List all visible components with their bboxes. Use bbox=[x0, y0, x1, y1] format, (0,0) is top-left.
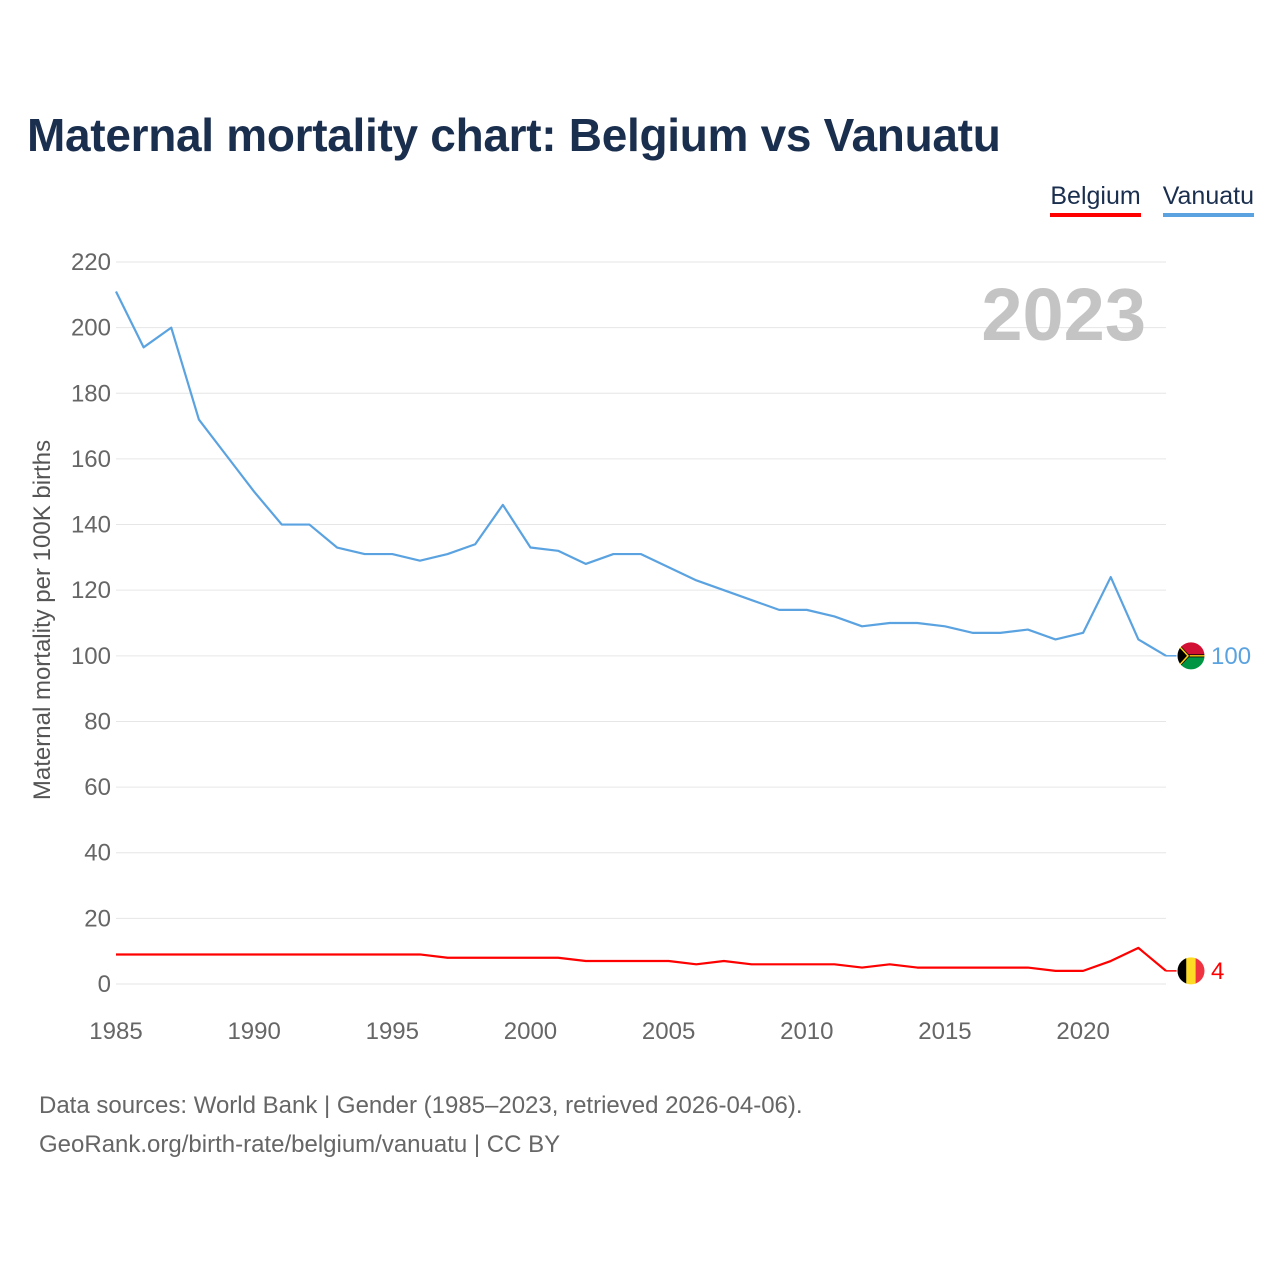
legend: Belgium Vanuatu bbox=[1050, 182, 1254, 217]
x-tick-label: 1995 bbox=[366, 1018, 419, 1045]
end-markers: 100 4 bbox=[1166, 641, 1251, 986]
flag-belgium-icon bbox=[1176, 956, 1206, 986]
x-tick-label: 1990 bbox=[227, 1018, 280, 1045]
y-axis-ticks: 0 20 40 60 80 100 120 140 160 180 200 220 bbox=[71, 249, 111, 998]
x-tick-label: 2015 bbox=[918, 1018, 971, 1045]
gridlines bbox=[116, 261, 1166, 985]
y-tick-label: 20 bbox=[84, 905, 111, 932]
x-tick-label: 2010 bbox=[780, 1018, 833, 1045]
y-tick-label: 100 bbox=[71, 643, 111, 670]
y-tick-label: 80 bbox=[84, 708, 111, 735]
footer: Data sources: World Bank | Gender (1985–… bbox=[39, 1086, 803, 1164]
y-tick-label: 40 bbox=[84, 840, 111, 867]
x-tick-label: 1985 bbox=[89, 1018, 142, 1045]
x-tick-label: 2005 bbox=[642, 1018, 695, 1045]
y-tick-label: 180 bbox=[71, 380, 111, 407]
attribution[interactable]: GeoRank.org/birth-rate/belgium/vanuatu |… bbox=[39, 1131, 561, 1158]
y-tick-label: 200 bbox=[71, 315, 111, 342]
y-tick-label: 0 bbox=[98, 971, 111, 998]
y-tick-label: 60 bbox=[84, 774, 111, 801]
y-axis-label: Maternal mortality per 100K births bbox=[29, 440, 56, 800]
y-tick-label: 120 bbox=[71, 577, 111, 604]
y-tick-label: 160 bbox=[71, 446, 111, 473]
x-tick-label: 2000 bbox=[504, 1018, 557, 1045]
legend-item-vanuatu[interactable]: Vanuatu bbox=[1162, 182, 1254, 217]
x-axis-ticks: 1985 1990 1995 2000 2005 2010 2015 2020 bbox=[89, 1018, 1109, 1045]
chart-title: Maternal mortality chart: Belgium vs Van… bbox=[27, 109, 1001, 161]
y-tick-label: 140 bbox=[71, 512, 111, 539]
source-note: Data sources: World Bank | Gender (1985–… bbox=[39, 1092, 803, 1119]
end-value-belgium: 4 bbox=[1211, 958, 1224, 985]
end-value-vanuatu: 100 bbox=[1211, 643, 1251, 670]
flag-vanuatu-icon bbox=[1176, 641, 1206, 671]
series-lines bbox=[115, 291, 1167, 972]
series-line-vanuatu bbox=[115, 291, 1167, 657]
year-watermark: 2023 bbox=[981, 273, 1146, 356]
legend-item-belgium[interactable]: Belgium bbox=[1050, 182, 1141, 217]
series-line-belgium bbox=[116, 946, 1167, 972]
y-tick-label: 220 bbox=[71, 249, 111, 276]
x-tick-label: 2020 bbox=[1056, 1018, 1109, 1045]
